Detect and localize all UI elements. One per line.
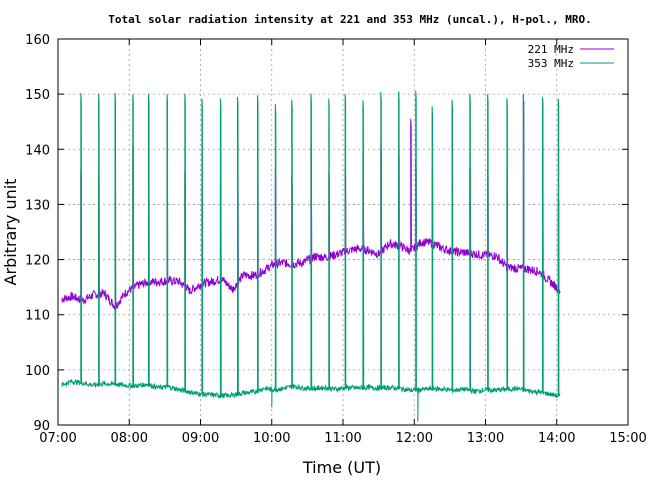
x-axis-ticks: 07:00 08:00 09:00 10:00 11:00 12:00 13:00 14:00… xyxy=(39,39,647,446)
x-tick-label: 07:00 xyxy=(39,431,76,446)
y-tick-label: 110 xyxy=(25,309,50,324)
series-221-mhz xyxy=(61,94,561,310)
legend-label-221-mhz: 221 MHz xyxy=(528,43,574,56)
y-tick-label: 140 xyxy=(25,143,50,158)
chart-title: Total solar radiation intensity at 221 a… xyxy=(108,13,591,26)
y-tick-label: 90 xyxy=(33,419,50,434)
series-group xyxy=(61,90,561,422)
y-tick-label: 100 xyxy=(25,364,50,379)
y-tick-label: 130 xyxy=(25,198,50,213)
x-axis-label: Time (UT) xyxy=(302,458,381,477)
x-tick-label: 11:00 xyxy=(324,431,361,446)
x-tick-label: 14:00 xyxy=(538,431,575,446)
y-tick-label: 150 xyxy=(25,88,50,103)
y-axis-label: Arbitrary unit xyxy=(1,179,20,286)
legend: 221 MHz 353 MHz xyxy=(528,43,614,70)
x-tick-label: 09:00 xyxy=(182,431,219,446)
x-tick-label: 08:00 xyxy=(111,431,148,446)
series-353-mhz xyxy=(61,90,561,422)
x-tick-label: 10:00 xyxy=(253,431,290,446)
grid xyxy=(58,39,628,425)
x-tick-label: 13:00 xyxy=(467,431,504,446)
y-tick-label: 120 xyxy=(25,254,50,269)
y-tick-label: 160 xyxy=(25,33,50,48)
x-tick-label: 15:00 xyxy=(609,431,646,446)
x-tick-label: 12:00 xyxy=(396,431,433,446)
series-line xyxy=(61,90,561,422)
legend-label-353-mhz: 353 MHz xyxy=(528,57,574,70)
series-line xyxy=(61,94,561,310)
y-axis-ticks: 90 100 110 120 130 140 150 160 xyxy=(25,33,628,434)
